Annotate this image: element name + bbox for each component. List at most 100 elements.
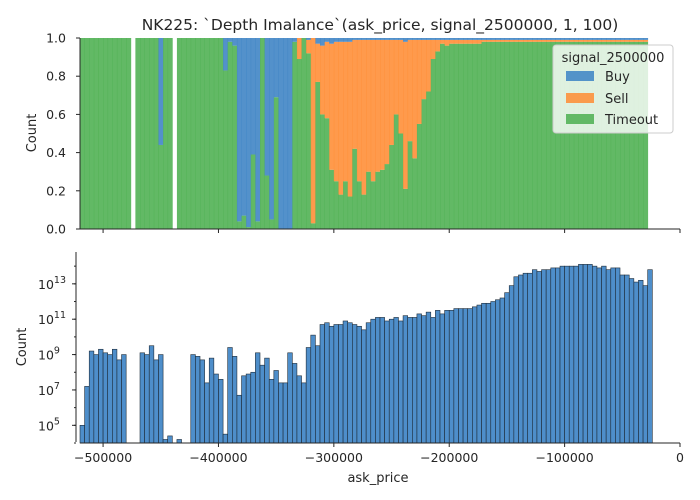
- bottom-y-axis-label: Count: [15, 328, 30, 367]
- top-bar-buy: [236, 38, 242, 222]
- top-bar-buy: [481, 38, 487, 40]
- histogram-bar: [564, 265, 570, 444]
- top-bar-buy: [610, 38, 616, 40]
- top-bar-timeout: [223, 70, 229, 229]
- histogram-bar: [615, 267, 621, 444]
- histogram-bar: [619, 274, 625, 444]
- top-bar-timeout: [523, 41, 529, 229]
- top-bar-buy: [550, 38, 556, 40]
- histogram-bar: [573, 265, 579, 444]
- top-bar-sell: [444, 39, 450, 46]
- top-bar-timeout: [573, 41, 579, 229]
- histogram-bar: [481, 302, 487, 444]
- top-bar-sell: [398, 39, 404, 134]
- top-bar-buy: [624, 38, 630, 40]
- top-bar-buy: [467, 38, 473, 40]
- top-bar-sell: [583, 39, 589, 42]
- histogram-bar: [79, 425, 85, 444]
- histogram-bar: [310, 334, 316, 444]
- top-bar-timeout: [186, 38, 192, 229]
- top-bar-timeout: [200, 38, 206, 229]
- histogram-bar: [107, 354, 113, 444]
- top-bar-timeout: [306, 53, 312, 229]
- top-bar-sell: [458, 39, 464, 44]
- top-bar-timeout: [615, 41, 621, 229]
- top-bar-sell: [320, 45, 326, 115]
- histogram-bar: [462, 308, 468, 444]
- top-bar-timeout: [481, 41, 487, 229]
- legend: signal_2500000 Buy Sell Timeout: [552, 44, 674, 134]
- top-bar-timeout: [500, 41, 506, 229]
- top-bar-sell: [620, 39, 626, 42]
- histogram-bar: [412, 317, 418, 444]
- top-bar-sell: [550, 39, 556, 42]
- top-bar-timeout: [463, 43, 469, 230]
- histogram-bar: [458, 308, 464, 444]
- histogram-bar: [102, 352, 108, 444]
- histogram-bar: [213, 373, 219, 444]
- top-bar-buy: [463, 38, 469, 40]
- top-bar-buy: [347, 38, 353, 42]
- bottom-x-tick-label: −400000: [189, 450, 247, 465]
- bottom-y-tick-label: 1011: [38, 310, 66, 327]
- top-bar-buy: [560, 38, 566, 40]
- top-bar-timeout: [260, 38, 266, 229]
- histogram-bar: [559, 265, 565, 444]
- bottom-y-tick-exponent: 5: [54, 416, 60, 427]
- top-bar-sell: [578, 39, 584, 42]
- histogram-bar: [352, 324, 358, 444]
- top-bar-timeout: [546, 41, 552, 229]
- histogram-bar: [264, 357, 270, 444]
- top-bar-timeout: [513, 41, 519, 229]
- top-bar-timeout: [416, 123, 422, 229]
- top-bar-timeout: [310, 223, 316, 229]
- top-bar-timeout: [103, 38, 109, 229]
- top-bar-timeout: [338, 194, 344, 229]
- top-bar-buy: [444, 38, 450, 40]
- top-bar-timeout: [624, 41, 630, 229]
- top-bar-buy: [486, 38, 492, 40]
- top-bar-timeout: [403, 188, 409, 229]
- top-bar-sell: [536, 39, 542, 42]
- top-bar-timeout: [629, 41, 635, 229]
- histogram-bar: [490, 301, 496, 444]
- histogram-bar: [278, 382, 284, 444]
- top-bar-sell: [389, 39, 395, 145]
- top-bar-timeout: [324, 118, 330, 229]
- top-bar-sell: [527, 39, 533, 42]
- histogram-bar: [638, 279, 644, 444]
- top-bar-timeout: [536, 41, 542, 229]
- top-bar-timeout: [407, 141, 413, 229]
- top-y-tick-label: 0.8: [46, 69, 66, 84]
- histogram-bar: [255, 352, 261, 444]
- top-bar-timeout: [472, 43, 478, 230]
- top-bar-timeout: [153, 38, 159, 229]
- histogram-bar: [522, 272, 528, 444]
- top-bar-buy: [615, 38, 621, 40]
- top-bar-timeout: [592, 41, 598, 229]
- bottom-x-tick-label: −100000: [536, 450, 594, 465]
- legend-swatch-buy: [566, 71, 594, 81]
- top-bar-timeout: [204, 38, 210, 229]
- top-bar-timeout: [195, 38, 201, 229]
- top-bar-sell: [472, 39, 478, 44]
- histogram-bar: [158, 354, 164, 444]
- top-bar-buy: [246, 38, 252, 228]
- top-bar-timeout: [490, 41, 496, 229]
- histogram-bar: [273, 370, 279, 444]
- bottom-y-tick-label: 105: [38, 416, 60, 433]
- top-bar-buy: [292, 38, 298, 42]
- histogram-bar: [361, 329, 367, 444]
- top-bar-timeout: [255, 221, 261, 229]
- top-bar-timeout: [587, 41, 593, 229]
- histogram-bar: [218, 379, 224, 444]
- top-bar-buy: [476, 38, 482, 40]
- top-bar-timeout: [269, 219, 275, 229]
- top-bar-timeout: [610, 41, 616, 229]
- top-bar-timeout: [476, 43, 482, 230]
- top-bar-timeout: [384, 164, 390, 229]
- top-bar-buy: [440, 38, 446, 40]
- histogram-bar: [370, 318, 376, 444]
- top-bar-timeout: [149, 38, 155, 229]
- top-bar-timeout: [218, 38, 224, 229]
